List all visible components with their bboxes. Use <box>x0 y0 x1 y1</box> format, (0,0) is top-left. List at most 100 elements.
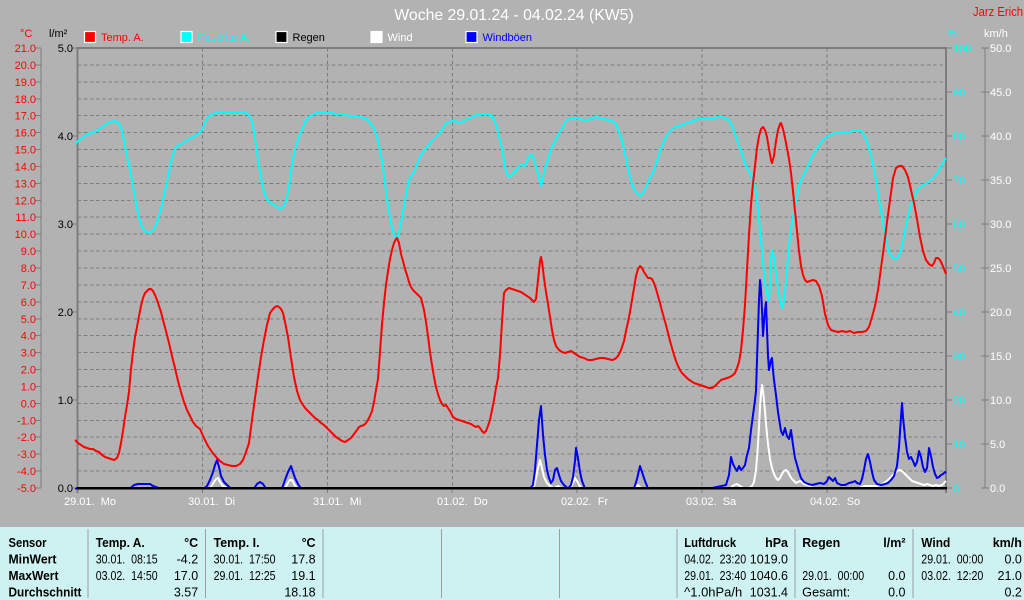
svg-text:Feuchte A.: Feuchte A. <box>198 32 251 44</box>
svg-text:1031.4: 1031.4 <box>750 586 788 600</box>
svg-text:Regen: Regen <box>802 536 840 550</box>
svg-text:Gesamt:: Gesamt: <box>802 586 850 600</box>
svg-text:40: 40 <box>953 307 965 319</box>
svg-text:hPa: hPa <box>765 536 789 550</box>
svg-text:^1.0hPa/h: ^1.0hPa/h <box>684 586 742 600</box>
svg-text:31.01. Mi: 31.01. Mi <box>313 496 361 508</box>
svg-text:29.01. 12:25: 29.01. 12:25 <box>214 569 276 583</box>
svg-text:20.0: 20.0 <box>15 60 36 72</box>
svg-text:04.02. So: 04.02. So <box>810 496 860 508</box>
svg-text:50.0: 50.0 <box>990 43 1011 55</box>
svg-text:7.0: 7.0 <box>21 280 36 292</box>
svg-text:-2.0: -2.0 <box>17 432 36 444</box>
svg-text:45.0: 45.0 <box>990 87 1011 99</box>
svg-text:MaxWert: MaxWert <box>9 569 60 583</box>
svg-text:10: 10 <box>953 439 965 451</box>
svg-text:20: 20 <box>953 395 965 407</box>
svg-text:°C: °C <box>184 536 198 550</box>
svg-text:-3.0: -3.0 <box>17 449 36 461</box>
svg-text:9.0: 9.0 <box>21 246 36 258</box>
svg-text:0.0: 0.0 <box>888 569 905 583</box>
svg-text:0.0: 0.0 <box>58 483 73 495</box>
svg-text:5.0: 5.0 <box>21 314 36 326</box>
svg-text:03.02. 14:50: 03.02. 14:50 <box>96 569 158 583</box>
svg-text:2.0: 2.0 <box>58 307 73 319</box>
svg-text:11.0: 11.0 <box>15 212 36 224</box>
svg-text:5.0: 5.0 <box>58 43 73 55</box>
svg-text:03.02. 12:20: 03.02. 12:20 <box>921 569 983 583</box>
svg-text:0.0: 0.0 <box>990 483 1005 495</box>
svg-text:1040.6: 1040.6 <box>750 569 788 583</box>
svg-text:1019.0: 1019.0 <box>750 553 788 567</box>
svg-text:10.0: 10.0 <box>15 229 36 241</box>
svg-text:4.0: 4.0 <box>58 131 73 143</box>
svg-text:Jarz Erich: Jarz Erich <box>973 5 1023 19</box>
svg-text:29.01. 00:00: 29.01. 00:00 <box>802 569 864 583</box>
svg-text:60: 60 <box>953 219 965 231</box>
svg-text:0.0: 0.0 <box>21 398 36 410</box>
svg-text:18.18: 18.18 <box>284 586 315 600</box>
svg-text:3.57: 3.57 <box>174 586 198 600</box>
svg-text:-1.0: -1.0 <box>17 415 36 427</box>
svg-text:40.0: 40.0 <box>990 131 1011 143</box>
svg-text:19.1: 19.1 <box>291 569 315 583</box>
svg-text:Wind: Wind <box>388 32 413 44</box>
svg-text:Woche 29.01.24 - 04.02.24 (KW5: Woche 29.01.24 - 04.02.24 (KW5) <box>394 7 633 24</box>
svg-text:70: 70 <box>953 175 965 187</box>
svg-text:Wind: Wind <box>921 536 950 550</box>
svg-text:Temp. I.: Temp. I. <box>214 536 260 550</box>
svg-text:3.0: 3.0 <box>21 348 36 360</box>
svg-text:35.0: 35.0 <box>990 175 1011 187</box>
svg-text:25.0: 25.0 <box>990 263 1011 275</box>
svg-text:13.0: 13.0 <box>15 178 36 190</box>
svg-text:-5.0: -5.0 <box>17 483 36 495</box>
svg-text:°C: °C <box>302 536 316 550</box>
svg-text:°C: °C <box>20 28 32 40</box>
svg-text:21.0: 21.0 <box>15 43 36 55</box>
svg-text:Temp. A.: Temp. A. <box>101 32 144 44</box>
svg-text:-4.0: -4.0 <box>17 466 36 478</box>
svg-text:Sensor: Sensor <box>9 536 47 550</box>
svg-text:30.01. Di: 30.01. Di <box>188 496 235 508</box>
svg-text:Temp. A.: Temp. A. <box>96 536 145 550</box>
svg-text:8.0: 8.0 <box>21 263 36 275</box>
svg-text:10.0: 10.0 <box>990 395 1011 407</box>
svg-text:16.0: 16.0 <box>15 128 36 140</box>
svg-text:2.0: 2.0 <box>21 365 36 377</box>
svg-text:03.02. Sa: 03.02. Sa <box>686 496 737 508</box>
svg-text:14.0: 14.0 <box>15 162 36 174</box>
svg-text:5.0: 5.0 <box>990 439 1005 451</box>
svg-text:19.0: 19.0 <box>15 77 36 89</box>
svg-text:17.8: 17.8 <box>291 553 315 567</box>
svg-text:Luftdruck: Luftdruck <box>684 536 736 550</box>
svg-text:15.0: 15.0 <box>990 351 1011 363</box>
svg-text:0.0: 0.0 <box>888 586 905 600</box>
svg-text:Durchschnitt: Durchschnitt <box>9 586 83 600</box>
svg-text:0.0: 0.0 <box>1005 553 1022 567</box>
svg-text:0.2: 0.2 <box>1005 586 1022 600</box>
svg-text:90: 90 <box>953 87 965 99</box>
svg-text:21.0: 21.0 <box>998 569 1022 583</box>
svg-text:01.02. Do: 01.02. Do <box>437 496 488 508</box>
svg-text:1.0: 1.0 <box>21 382 36 394</box>
svg-text:30.0: 30.0 <box>990 219 1011 231</box>
svg-text:29.01. 23:40: 29.01. 23:40 <box>684 569 746 583</box>
svg-text:4.0: 4.0 <box>21 331 36 343</box>
svg-text:29.01. 00:00: 29.01. 00:00 <box>921 553 983 567</box>
svg-text:1.0: 1.0 <box>58 395 73 407</box>
svg-text:-4.2: -4.2 <box>177 553 199 567</box>
svg-text:18.0: 18.0 <box>15 94 36 106</box>
svg-text:km/h: km/h <box>984 28 1008 40</box>
svg-text:50: 50 <box>953 263 965 275</box>
svg-text:29.01. Mo: 29.01. Mo <box>64 496 116 508</box>
svg-text:l/m²: l/m² <box>49 28 68 40</box>
svg-text:km/h: km/h <box>993 536 1022 550</box>
svg-text:0: 0 <box>953 483 959 495</box>
svg-text:30.01. 17:50: 30.01. 17:50 <box>214 553 276 567</box>
svg-text:30.01. 08:15: 30.01. 08:15 <box>96 553 158 567</box>
svg-text:6.0: 6.0 <box>21 297 36 309</box>
svg-text:100: 100 <box>953 43 971 55</box>
svg-text:04.02. 23:20: 04.02. 23:20 <box>684 553 746 567</box>
svg-text:20.0: 20.0 <box>990 307 1011 319</box>
svg-text:80: 80 <box>953 131 965 143</box>
